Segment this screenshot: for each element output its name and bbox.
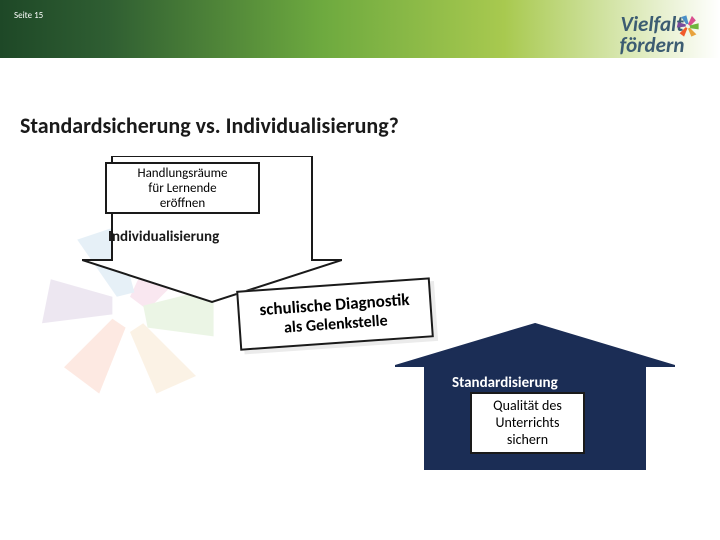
slide-title: Standardsicherung vs. Individualisierung… <box>20 112 399 139</box>
up-box-l1: Qualität des <box>478 398 577 415</box>
down-box-l3: eröffnen <box>107 197 258 212</box>
up-box-l3: sichern <box>478 432 577 449</box>
brand-logo: Vielfalt fördern <box>602 14 702 56</box>
down-box-l1: Handlungsräume <box>107 167 258 182</box>
logo-star-icon <box>674 12 702 40</box>
down-arrow-label: Individualisierung <box>108 228 219 246</box>
up-arrow-label: Standardisierung <box>452 374 558 392</box>
up-arrow-box: Qualität des Unterrichts sichern <box>470 392 585 454</box>
page-number: Seite 15 <box>14 10 43 21</box>
down-box-l2: für Lernende <box>107 182 258 197</box>
up-box-l2: Unterrichts <box>478 415 577 432</box>
down-arrow-box: Handlungsräume für Lernende eröffnen <box>105 162 260 214</box>
